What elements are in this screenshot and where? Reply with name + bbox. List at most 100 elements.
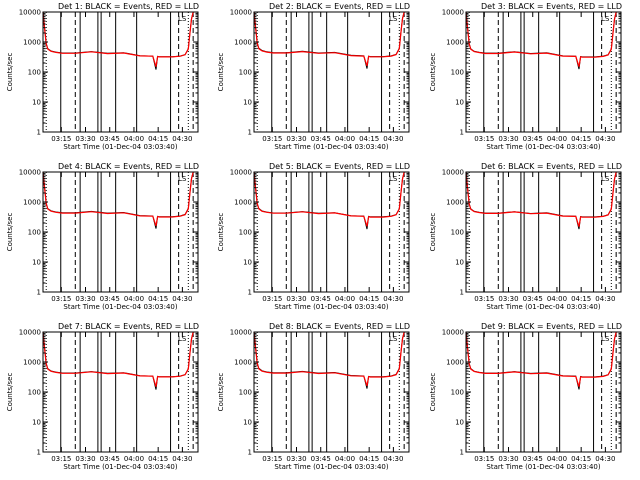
legend-text: LS xyxy=(178,335,187,343)
x-tick-label: 03:15 xyxy=(262,295,282,303)
y-tick-label: 100 xyxy=(239,69,252,77)
x-tick-label: 04:30 xyxy=(383,135,403,143)
x-tick-label: 04:30 xyxy=(383,295,403,303)
y-tick-label: 1000 xyxy=(234,39,252,47)
x-tick-label: 03:30 xyxy=(286,455,306,463)
x-axis-label: Start Time (01-Dec-04 03:03:40) xyxy=(486,463,600,471)
lld-series-line xyxy=(465,11,617,67)
x-tick-label: 04:30 xyxy=(595,455,615,463)
chart-title: Det 7: BLACK = Events, RED = LLD xyxy=(58,322,199,331)
lld-series-line xyxy=(42,11,194,67)
x-tick-label: 04:15 xyxy=(148,295,168,303)
chart-title: Det 2: BLACK = Events, RED = LLD xyxy=(269,2,410,11)
chart-panel: Det 3: BLACK = Events, RED = LLD 1 10 100 10… xyxy=(429,2,622,151)
x-tick-label: 04:00 xyxy=(335,295,355,303)
y-tick-label: 10000 xyxy=(230,169,252,177)
chart-title: Det 1: BLACK = Events, RED = LLD xyxy=(58,2,199,11)
y-axis-label: Counts/sec xyxy=(429,213,437,252)
y-tick-label: 10000 xyxy=(19,9,41,17)
legend-text: LS xyxy=(389,15,398,23)
plot-frame xyxy=(253,331,410,453)
y-tick-label: 1000 xyxy=(23,359,41,367)
y-tick-label: 10000 xyxy=(230,9,252,17)
x-tick-label: 03:45 xyxy=(311,455,331,463)
x-tick-label: 04:15 xyxy=(148,455,168,463)
plot-frame xyxy=(42,171,199,293)
x-tick-label: 04:00 xyxy=(124,135,144,143)
legend-text: LS xyxy=(178,175,187,183)
legend-text: LS xyxy=(389,175,398,183)
x-tick-label: 04:00 xyxy=(335,455,355,463)
x-tick-label: 04:30 xyxy=(172,455,192,463)
y-tick-label: 10 xyxy=(243,99,252,107)
y-tick-label: 1 xyxy=(37,449,41,457)
x-tick-label: 03:45 xyxy=(311,295,331,303)
x-tick-label: 04:30 xyxy=(595,135,615,143)
x-axis-label: Start Time (01-Dec-04 03:03:40) xyxy=(63,463,177,471)
x-tick-label: 04:15 xyxy=(359,295,379,303)
x-tick-label: 03:45 xyxy=(523,295,543,303)
y-tick-label: 10 xyxy=(32,259,41,267)
legend-text: LS xyxy=(178,15,187,23)
y-tick-label: 1000 xyxy=(23,199,41,207)
y-axis-label: Counts/sec xyxy=(6,213,14,252)
y-tick-label: 10000 xyxy=(442,169,464,177)
chart-panel: Det 4: BLACK = Events, RED = LLD 1 10 100 10… xyxy=(6,162,199,311)
y-tick-label: 1 xyxy=(460,289,464,297)
x-axis-label: Start Time (01-Dec-04 03:03:40) xyxy=(274,303,388,311)
y-tick-label: 10000 xyxy=(230,329,252,337)
y-axis-label: Counts/sec xyxy=(6,373,14,412)
x-axis-label: Start Time (01-Dec-04 03:03:40) xyxy=(486,143,600,151)
y-tick-label: 100 xyxy=(451,389,464,397)
x-tick-label: 04:30 xyxy=(383,455,403,463)
x-tick-label: 03:15 xyxy=(51,455,71,463)
x-axis-label: Start Time (01-Dec-04 03:03:40) xyxy=(274,463,388,471)
plot-frame xyxy=(465,331,622,453)
x-tick-label: 03:30 xyxy=(286,295,306,303)
x-tick-label: 03:45 xyxy=(523,135,543,143)
y-tick-label: 10000 xyxy=(442,9,464,17)
y-tick-label: 100 xyxy=(451,69,464,77)
plot-frame xyxy=(42,331,199,453)
y-axis-label: Counts/sec xyxy=(429,373,437,412)
plot-frame xyxy=(253,11,410,133)
x-tick-label: 04:15 xyxy=(571,135,591,143)
x-tick-label: 04:15 xyxy=(359,455,379,463)
x-tick-label: 03:15 xyxy=(474,135,494,143)
lld-series-line xyxy=(42,171,194,227)
y-tick-label: 1000 xyxy=(234,359,252,367)
x-tick-label: 03:30 xyxy=(75,295,95,303)
legend-text: LS xyxy=(601,335,610,343)
y-tick-label: 1 xyxy=(460,449,464,457)
y-tick-label: 1 xyxy=(460,129,464,137)
y-tick-label: 1000 xyxy=(446,359,464,367)
x-tick-label: 04:30 xyxy=(172,135,192,143)
y-tick-label: 10 xyxy=(455,259,464,267)
chart-title: Det 9: BLACK = Events, RED = LLD xyxy=(481,322,622,331)
y-tick-label: 10 xyxy=(455,419,464,427)
y-tick-label: 1 xyxy=(37,129,41,137)
y-tick-label: 100 xyxy=(28,69,41,77)
chart-title: Det 4: BLACK = Events, RED = LLD xyxy=(58,162,199,171)
y-tick-label: 100 xyxy=(239,389,252,397)
legend-text: LS xyxy=(601,15,610,23)
y-tick-label: 10 xyxy=(243,259,252,267)
lld-series-line xyxy=(253,171,405,227)
y-axis-label: Counts/sec xyxy=(429,53,437,92)
y-tick-label: 1 xyxy=(248,449,252,457)
chart-panel: Det 2: BLACK = Events, RED = LLD 1 10 100 10… xyxy=(217,2,410,151)
x-tick-label: 03:30 xyxy=(498,455,518,463)
x-tick-label: 03:45 xyxy=(523,455,543,463)
x-tick-label: 03:30 xyxy=(286,135,306,143)
chart-panel: Det 5: BLACK = Events, RED = LLD 1 10 100 10… xyxy=(217,162,410,311)
y-tick-label: 1 xyxy=(248,129,252,137)
x-tick-label: 04:15 xyxy=(571,455,591,463)
chart-panel: Det 6: BLACK = Events, RED = LLD 1 10 100 10… xyxy=(429,162,622,311)
x-tick-label: 03:45 xyxy=(311,135,331,143)
x-tick-label: 04:00 xyxy=(335,135,355,143)
plot-frame xyxy=(42,11,199,133)
lld-series-line xyxy=(465,331,617,387)
plot-frame xyxy=(253,171,410,293)
x-tick-label: 04:15 xyxy=(359,135,379,143)
y-axis-label: Counts/sec xyxy=(6,53,14,92)
